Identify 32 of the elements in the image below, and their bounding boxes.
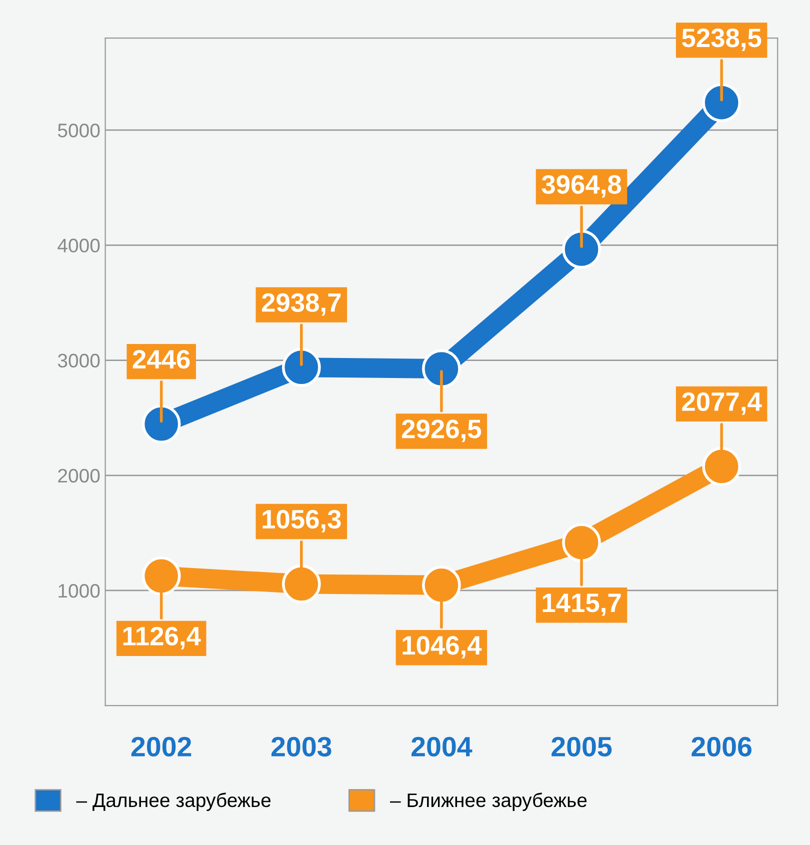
point xyxy=(282,564,321,604)
point xyxy=(702,447,742,486)
x-tick-label: 2002 xyxy=(131,736,192,757)
point xyxy=(142,556,181,596)
x-tick-label: 2006 xyxy=(692,736,752,757)
legend-label: – Ближнее зарубежье xyxy=(390,792,587,811)
y-tick-label: 3000 xyxy=(58,354,100,368)
data-label: 1126,4 xyxy=(123,626,201,650)
x-tick-label: 2005 xyxy=(552,736,612,757)
y-tick-label: 2000 xyxy=(58,468,100,483)
point xyxy=(562,230,601,269)
y-tick-label: 4000 xyxy=(58,238,100,252)
point xyxy=(142,404,181,444)
legend-label: – Дальнее зарубежье xyxy=(76,792,271,811)
point xyxy=(702,83,742,122)
y-tick-label: 1000 xyxy=(58,584,100,598)
data-label: 1046,4 xyxy=(402,636,482,659)
data-label: 2446 xyxy=(132,350,190,369)
x-tick-label: 2004 xyxy=(412,736,472,757)
data-label: 3964,8 xyxy=(542,175,622,198)
data-label: 2077,4 xyxy=(682,392,762,415)
x-tick-label: 2003 xyxy=(271,736,332,757)
point xyxy=(562,523,601,562)
data-label: 2938,7 xyxy=(262,293,341,316)
data-label: 2926,5 xyxy=(402,420,482,442)
point xyxy=(282,348,321,387)
y-tick-label: 5000 xyxy=(58,124,100,138)
point xyxy=(422,349,461,388)
data-label: 1415,7 xyxy=(542,594,621,616)
data-label: 5238,5 xyxy=(682,28,762,52)
data-label: 1056,3 xyxy=(262,510,341,532)
point xyxy=(422,566,461,605)
